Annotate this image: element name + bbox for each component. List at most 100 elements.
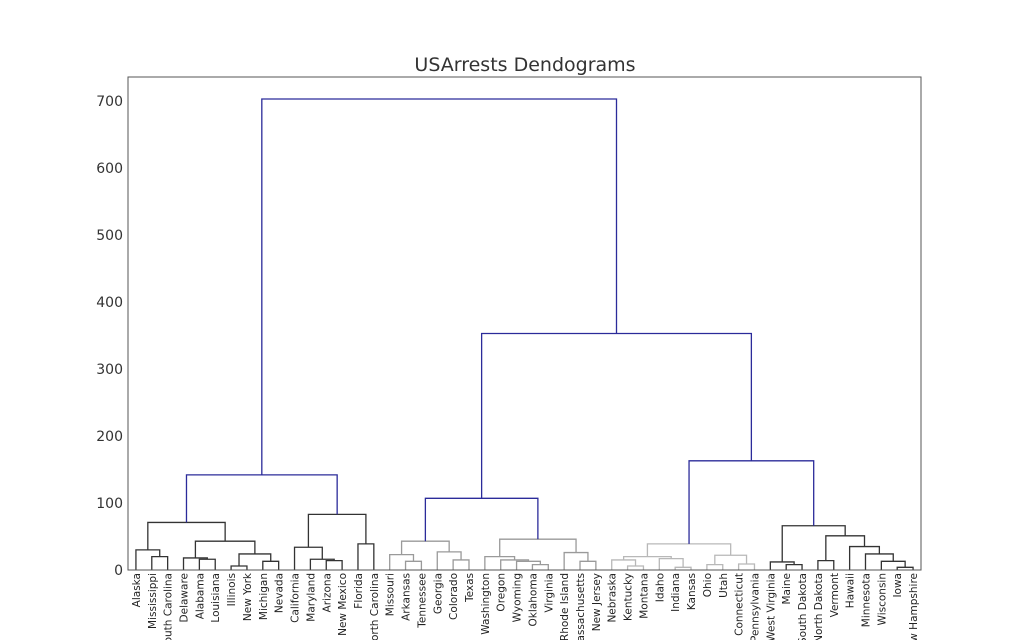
y-tick-label: 700 — [96, 94, 123, 110]
dendrogram-link — [357, 543, 375, 570]
dendrogram-link — [135, 549, 161, 570]
leaf-label: Virginia — [543, 573, 555, 613]
leaf-label: Louisiana — [210, 573, 222, 623]
leaf-label: Hawaii — [845, 573, 857, 608]
leaf-label: Pennsylvania — [749, 573, 761, 640]
y-tick-label: 500 — [96, 228, 123, 244]
dendrogram-link — [781, 525, 846, 562]
leaf-label: Georgia — [432, 573, 444, 614]
dendrogram-links — [135, 98, 914, 570]
leaf-label: Maine — [781, 573, 793, 605]
leaf-label: Maryland — [305, 573, 317, 622]
dendrogram-link — [688, 460, 815, 544]
dendrogram-link — [579, 560, 597, 570]
leaf-label: Indiana — [670, 573, 682, 612]
leaf-label: Texas — [464, 573, 476, 603]
dendrogram-link — [436, 551, 462, 570]
dendrogram-link — [515, 560, 542, 570]
leaf-label: Alabama — [194, 573, 206, 619]
leaf-label: South Carolina — [163, 573, 175, 640]
dendrogram-link — [293, 546, 323, 570]
leaf-label: Kansas — [686, 573, 698, 610]
dendrogram-link — [230, 565, 248, 570]
dendrogram-link — [484, 555, 516, 570]
leaf-label: Kentucky — [623, 573, 635, 621]
leaf-label: California — [290, 573, 302, 623]
y-tick-label: 0 — [114, 563, 123, 579]
leaf-labels: Alaska Mississippi South Carolina Delaware A… — [131, 572, 920, 640]
leaf-label: Mississippi — [147, 573, 159, 629]
dendrogram-link — [825, 535, 866, 561]
dendrogram-link — [769, 561, 795, 570]
leaf-label: Nebraska — [607, 573, 619, 623]
dendrogram-link — [262, 560, 280, 570]
leaf-label: Connecticut — [734, 573, 746, 636]
leaf-label: New Mexico — [337, 573, 349, 636]
dendrogram-link — [452, 559, 470, 570]
leaf-label: Arkansas — [401, 573, 413, 621]
chart-title: USArrests Dendograms — [414, 54, 635, 76]
dendrogram-link — [817, 559, 835, 570]
dendrogram-link — [714, 554, 748, 565]
leaf-label: Iowa — [892, 573, 904, 598]
leaf-label: New Jersey — [591, 573, 603, 631]
dendrogram-link — [785, 563, 803, 570]
leaf-label: Utah — [718, 573, 730, 598]
dendrogram-link — [626, 565, 645, 570]
dendrogram-link — [480, 332, 753, 499]
dendrogram-link — [400, 540, 450, 555]
leaf-label: Vermont — [829, 573, 841, 617]
dendrogram-link — [706, 563, 724, 570]
y-tick-label: 100 — [96, 496, 123, 512]
dendrogram-link — [864, 553, 894, 570]
leaf-label: Wisconsin — [876, 573, 888, 625]
leaf-label: South Dakota — [797, 573, 809, 640]
leaf-label: North Dakota — [813, 573, 825, 640]
leaf-label: West Virginia — [765, 573, 777, 640]
leaf-label: Idaho — [654, 573, 666, 602]
leaf-label: Arizona — [321, 573, 333, 612]
leaf-label: Rhode Island — [559, 573, 571, 640]
leaf-label: Nevada — [274, 573, 286, 613]
leaf-label: New York — [242, 572, 254, 621]
leaf-label: Oregon — [496, 573, 508, 612]
plot-frame — [127, 76, 922, 571]
leaf-label: Massachusetts — [575, 573, 587, 640]
dendrogram-link — [185, 474, 338, 523]
y-tick-label: 400 — [96, 295, 123, 311]
dendrogram-link — [737, 563, 756, 570]
leaf-label: Missouri — [385, 573, 397, 616]
dendrogram-link — [198, 558, 216, 570]
leaf-label: Tennessee — [416, 573, 428, 629]
leaf-label: Michigan — [258, 573, 270, 620]
dendrogram-link — [424, 497, 539, 542]
leaf-label: Alaska — [131, 573, 143, 607]
leaf-label: Florida — [353, 573, 365, 609]
dendrogram-link — [389, 553, 415, 570]
dendrogram-link — [261, 98, 618, 475]
dendrogram-link — [658, 557, 684, 570]
dendrogram-link — [238, 553, 272, 566]
leaf-label: Illinois — [226, 573, 238, 606]
dendrogram-link — [307, 513, 367, 548]
dendrogram-link — [325, 559, 343, 570]
leaf-label: Delaware — [179, 573, 191, 622]
dendrogram-link — [611, 559, 637, 570]
dendrogram-link — [880, 560, 906, 570]
leaf-label: Washington — [480, 573, 492, 635]
dendrogram-link — [531, 563, 549, 570]
dendrogram-link — [404, 560, 423, 570]
leaf-label: Oklahoma — [527, 573, 539, 626]
leaf-label: North Carolina — [369, 573, 381, 640]
leaf-label: Wyoming — [512, 573, 524, 622]
leaf-label: New Hampshire — [908, 573, 920, 640]
y-tick-label: 300 — [96, 362, 123, 378]
leaf-label: Montana — [638, 573, 650, 619]
y-tick-label: 600 — [96, 161, 123, 177]
dendrogram-link — [194, 540, 256, 558]
y-tick-label: 200 — [96, 429, 123, 445]
dendrogram-link — [147, 521, 226, 550]
y-axis: 0 100 200 300 400 500 600 700 — [96, 94, 123, 579]
leaf-label: Minnesota — [860, 573, 872, 627]
